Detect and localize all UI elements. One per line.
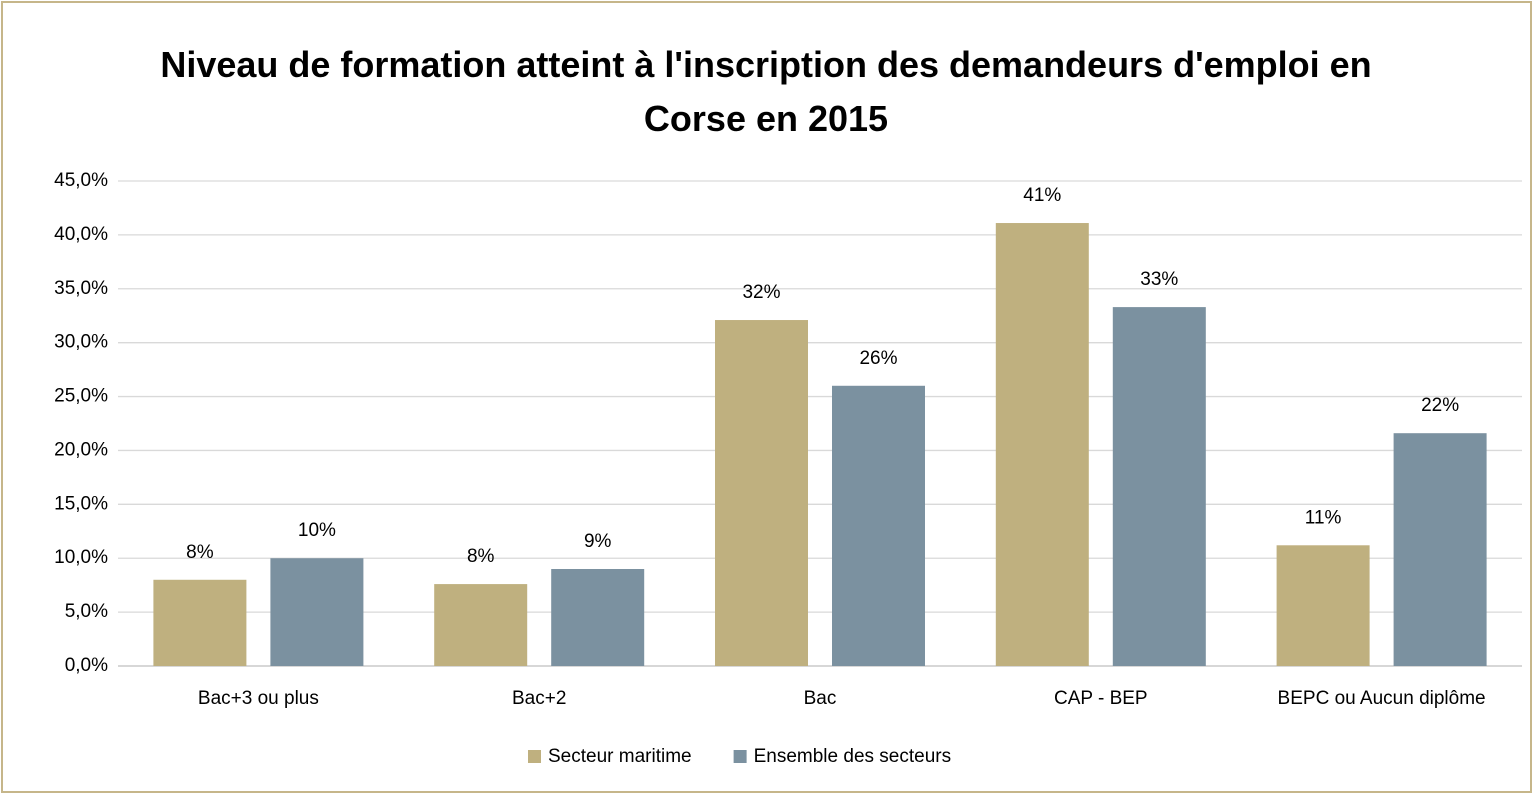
y-tick-label: 25,0%	[54, 386, 108, 407]
data-label: 41%	[1023, 185, 1061, 206]
legend-label: Secteur maritime	[548, 746, 692, 767]
bar	[270, 558, 364, 666]
data-label: 9%	[584, 531, 612, 552]
bar	[551, 569, 645, 666]
y-tick-label: 40,0%	[54, 224, 108, 245]
bar	[434, 584, 528, 666]
data-label: 22%	[1421, 395, 1459, 416]
legend-swatch	[733, 750, 747, 763]
y-tick-label: 20,0%	[54, 439, 108, 460]
x-tick-label: Bac+3 ou plus	[198, 688, 319, 709]
legend-swatch	[528, 750, 541, 763]
x-tick-label: CAP - BEP	[1054, 688, 1148, 709]
data-label: 11%	[1305, 507, 1342, 528]
data-label: 26%	[859, 348, 897, 369]
y-tick-label: 5,0%	[65, 601, 108, 622]
bar	[1276, 545, 1370, 666]
data-label: 10%	[298, 520, 336, 541]
y-tick-label: 10,0%	[54, 547, 108, 568]
bar	[832, 385, 925, 666]
y-tick-label: 0,0%	[65, 655, 108, 676]
bar	[715, 320, 808, 666]
data-label: 32%	[742, 282, 780, 303]
bar	[995, 223, 1089, 667]
data-label: 8%	[186, 542, 214, 563]
bar	[153, 579, 247, 666]
y-tick-label: 30,0%	[54, 332, 108, 353]
x-tick-label: Bac	[804, 688, 837, 709]
data-label: 8%	[467, 546, 495, 567]
x-tick-label: BEPC ou Aucun diplôme	[1278, 688, 1486, 709]
bar	[1112, 307, 1206, 666]
y-tick-label: 35,0%	[54, 278, 108, 299]
data-label: 33%	[1140, 269, 1178, 290]
x-tick-label: Bac+2	[512, 688, 566, 709]
y-tick-label: 15,0%	[54, 493, 108, 514]
chart-title: Niveau de formation atteint à l'inscript…	[160, 44, 1372, 139]
legend-label: Ensemble des secteurs	[754, 746, 952, 767]
bar	[1393, 433, 1487, 666]
y-tick-label: 45,0%	[54, 170, 108, 191]
